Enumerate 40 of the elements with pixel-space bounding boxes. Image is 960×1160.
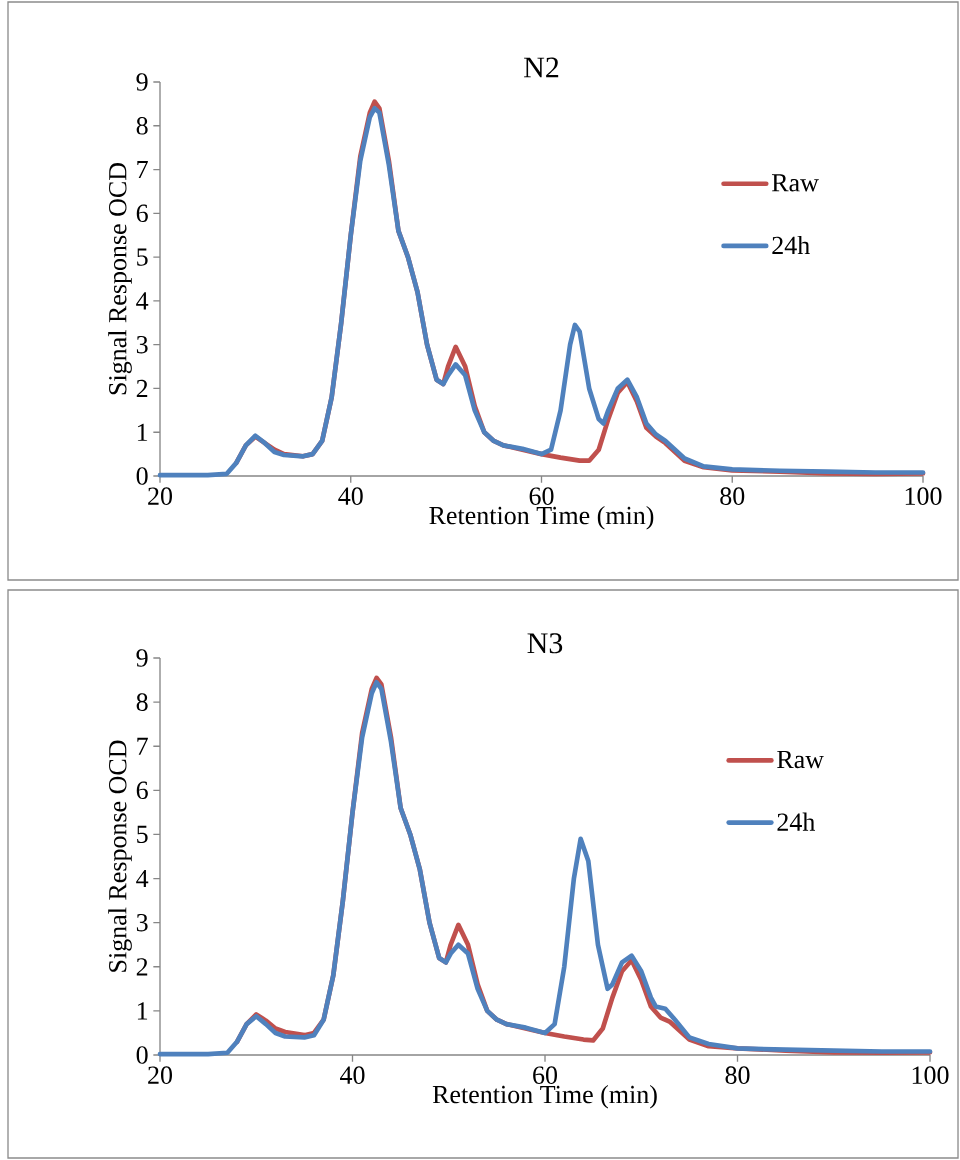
y-tick-label: 2 <box>136 379 148 398</box>
x-tick-label: 80 <box>725 1066 750 1084</box>
x-tick-label: 60 <box>529 487 554 505</box>
y-tick-label: 7 <box>137 737 148 755</box>
y-tick-label: 2 <box>136 958 148 976</box>
y-tick-label: 3 <box>136 913 148 932</box>
x-axis-title: Retention Time (min) <box>429 506 654 530</box>
y-tick-label: 6 <box>136 204 148 223</box>
y-tick-label: 4 <box>136 870 149 888</box>
y-axis-title: Signal Response OCD <box>108 740 132 972</box>
x-axis-title: Retention Time (min) <box>432 1085 657 1109</box>
y-axis-title: Signal Response OCD <box>108 163 132 395</box>
y-tick-label: 9 <box>136 649 148 667</box>
x-tick-label: 60 <box>533 1066 557 1084</box>
chart-title: N2 <box>524 57 559 78</box>
legend-label: 24h <box>777 812 816 831</box>
y-tick-label: 0 <box>136 1046 148 1064</box>
y-tick-label: 9 <box>136 73 148 91</box>
x-tick-label: 20 <box>148 487 172 505</box>
x-tick-label: 100 <box>905 487 942 505</box>
x-tick-label: 40 <box>338 487 363 505</box>
x-tick-label: 80 <box>720 487 745 505</box>
legend-label: 24h <box>772 235 810 254</box>
chart-title: N3 <box>527 633 563 654</box>
y-tick-label: 3 <box>136 335 148 354</box>
x-tick-label: 40 <box>340 1066 365 1084</box>
y-tick-label: 5 <box>137 248 148 266</box>
x-tick-label: 100 <box>912 1066 949 1084</box>
y-tick-label: 5 <box>137 825 148 844</box>
y-tick-label: 1 <box>137 1002 148 1020</box>
y-tick-label: 1 <box>137 423 148 441</box>
y-tick-label: 7 <box>137 161 148 179</box>
legend-label: Raw <box>771 174 819 192</box>
y-tick-label: 8 <box>136 693 148 711</box>
y-tick-label: 8 <box>136 117 148 135</box>
legend-label: Raw <box>777 750 824 769</box>
y-tick-label: 6 <box>136 781 148 800</box>
x-tick-label: 20 <box>148 1066 172 1084</box>
y-tick-label: 0 <box>136 467 148 485</box>
y-tick-label: 4 <box>136 292 149 310</box>
